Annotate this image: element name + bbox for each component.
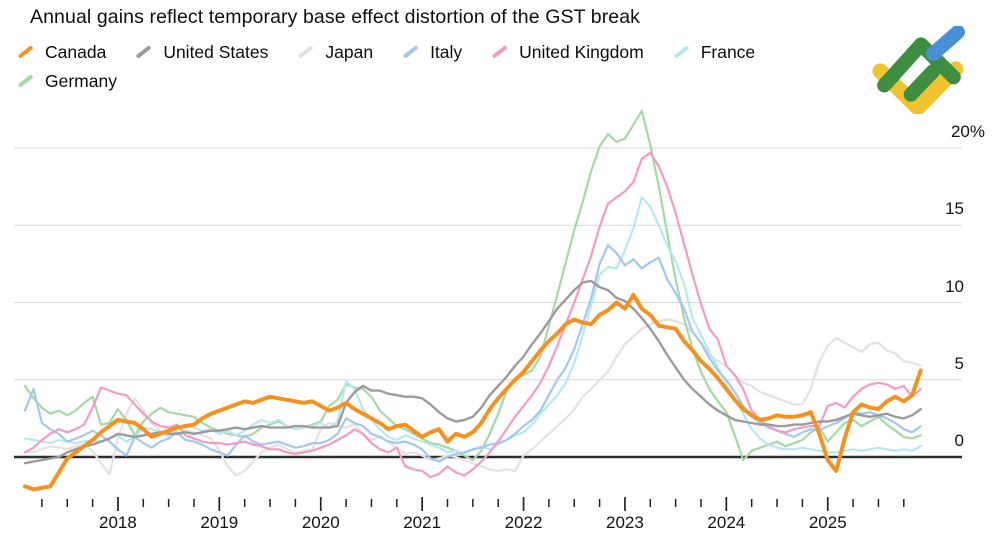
legend-label: United States (163, 41, 269, 62)
legend-item-italy: Italy (402, 39, 462, 65)
y-axis-label: 20% (950, 122, 985, 141)
y-axis-label: 0 (954, 431, 964, 450)
legend-item-united-kingdom: United Kingdom (491, 39, 644, 65)
legend-label: Canada (45, 41, 107, 62)
x-axis-year-label: 2022 (504, 513, 543, 532)
logo-green-mark (877, 37, 961, 93)
line-series-united-states (23, 279, 922, 465)
legend-label: Italy (430, 41, 463, 62)
legend-item-japan: Japan (297, 39, 373, 65)
x-axis-year-label: 2024 (707, 513, 746, 532)
y-axis-label: 10 (945, 276, 964, 296)
line-series-canada (23, 292, 923, 492)
litefinance-logo (872, 26, 965, 114)
y-axis-label: 15 (945, 199, 964, 219)
page-title: Annual gains reflect temporary base effe… (30, 6, 641, 28)
legend-label: France (700, 41, 756, 62)
legend-item-canada: Canada (17, 39, 106, 65)
logo-blue-dash (926, 26, 965, 61)
legend-label: United Kingdom (519, 41, 644, 62)
x-axis-year-label: 2018 (99, 513, 137, 532)
y-axis-label: 5 (954, 353, 964, 373)
legend-label: Japan (325, 41, 374, 62)
legend-item-france: France (673, 39, 755, 65)
logo-green-dash (903, 63, 941, 102)
legend-item-united-states: United States (135, 39, 268, 65)
line-series-united-kingdom (23, 151, 922, 479)
x-axis-year-label: 2023 (606, 513, 644, 532)
legend-item-germany: Germany (17, 68, 117, 94)
x-axis-year-label: 2019 (200, 513, 239, 532)
chart-legend: Canada United States Japan Italy United King… (17, 39, 875, 94)
x-axis-year-label: 2021 (403, 513, 442, 532)
line-series-japan (23, 318, 922, 477)
x-axis-year-label: 2020 (301, 513, 340, 532)
legend-label: Germany (45, 70, 117, 91)
line-series-germany (23, 109, 922, 462)
x-axis-year-label: 2025 (808, 513, 847, 532)
